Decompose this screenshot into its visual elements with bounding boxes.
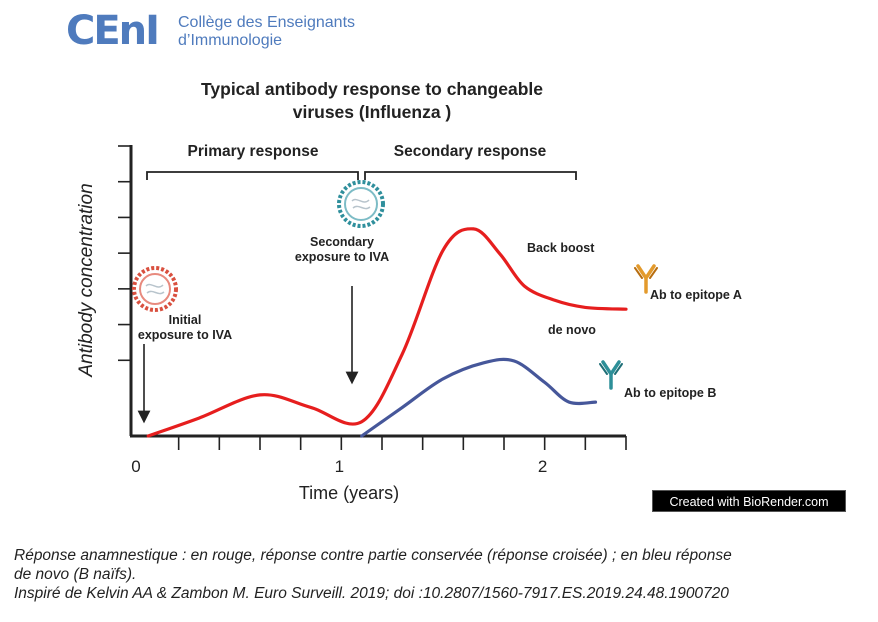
x-tick-label: 1 bbox=[335, 457, 344, 476]
secondary-response-bracket bbox=[364, 171, 577, 180]
antibody-a-icon bbox=[634, 264, 658, 294]
x-tick-label: 0 bbox=[131, 457, 140, 476]
figure-caption: Réponse anamnestique : en rouge, réponse… bbox=[14, 546, 874, 603]
initial-exposure-label-2: exposure to IVA bbox=[138, 328, 232, 342]
initial-exposure-label-1: Initial bbox=[169, 313, 202, 327]
ab-epitope-b-label: Ab to epitope B bbox=[624, 386, 716, 400]
de-novo-label: de novo bbox=[548, 323, 596, 337]
curve-epitope-b bbox=[360, 357, 598, 438]
back-boost-label: Back boost bbox=[527, 241, 595, 255]
influenza-virus-icon bbox=[132, 266, 178, 312]
curve-epitope-a bbox=[146, 227, 628, 438]
y-ticks bbox=[118, 145, 131, 362]
logo-text-line2: d’Immunologie bbox=[178, 32, 283, 49]
chart-title-line2: viruses (Influenza ) bbox=[293, 102, 452, 122]
chart-title-line1: Typical antibody response to changeable bbox=[201, 79, 543, 99]
secondary-exposure-label-1: Secondary bbox=[310, 235, 374, 249]
caption-line-2: de novo (B naïfs). bbox=[14, 566, 137, 583]
x-axis-label: Time (years) bbox=[299, 483, 399, 503]
x-ticks bbox=[177, 436, 627, 450]
caption-line-1: Réponse anamnestique : en rouge, réponse… bbox=[14, 547, 732, 564]
antibody-b-icon bbox=[599, 360, 623, 390]
y-axis-label: Antibody concentration bbox=[76, 183, 97, 377]
secondary-response-label: Secondary response bbox=[394, 143, 547, 160]
influenza-variant-virus-icon bbox=[337, 180, 385, 228]
college-logo: CEnI Collège des Enseignants d’Immunolog… bbox=[66, 6, 366, 56]
primary-response-label: Primary response bbox=[188, 143, 319, 160]
secondary-exposure-label-2: exposure to IVA bbox=[295, 250, 389, 264]
x-tick-label: 2 bbox=[538, 457, 547, 476]
logo-text-line1: Collège des Enseignants bbox=[178, 14, 356, 31]
caption-line-3: Inspiré de Kelvin AA & Zambon M. Euro Su… bbox=[14, 585, 729, 602]
biorender-badge: Created with BioRender.com bbox=[652, 490, 846, 512]
logo-mark: CEnI bbox=[66, 8, 160, 54]
primary-response-bracket bbox=[146, 171, 359, 180]
antibody-response-chart: Typical antibody response to changeable … bbox=[76, 79, 742, 503]
x-tick-labels: 0 1 2 bbox=[131, 457, 547, 476]
ab-epitope-a-label: Ab to epitope A bbox=[650, 288, 742, 302]
